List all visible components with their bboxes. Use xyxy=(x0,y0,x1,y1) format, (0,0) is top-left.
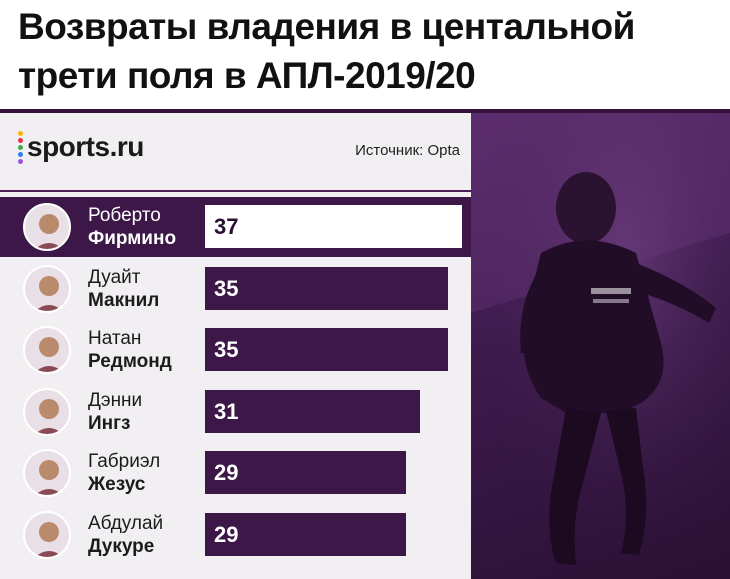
logo-dots-icon xyxy=(18,130,23,164)
player-first-name: Габриэл xyxy=(88,451,161,472)
bar-value-label: 29 xyxy=(214,521,239,547)
logo-dot xyxy=(18,151,23,157)
player-last-name: Жезус xyxy=(88,474,146,495)
player-last-name: Ингз xyxy=(88,412,131,434)
player-last-name: Фирмино xyxy=(88,228,177,249)
title-divider xyxy=(0,109,730,113)
chart-row: Абдулай Дукуре 29 xyxy=(0,505,471,565)
player-first-name: Абдулай xyxy=(88,512,164,534)
player-avatar-icon xyxy=(23,449,71,497)
bar: 31 xyxy=(205,389,421,433)
player-name: Роберто Фирмино xyxy=(88,204,204,250)
player-last-name: Дукуре xyxy=(88,535,155,557)
chart-title: Возвраты владения в центальной трети пол… xyxy=(18,2,718,100)
player-first-name: Дэнни xyxy=(88,389,143,411)
chart-row: Дэнни Ингз 31 xyxy=(0,382,471,442)
logo-dot xyxy=(18,130,23,136)
player-last-name: Редмонд xyxy=(88,351,172,372)
player-last-name: Макнил xyxy=(88,289,160,311)
player-name: Абдулай Дукуре xyxy=(88,512,204,558)
logo-dot xyxy=(18,144,23,150)
logo-text: sports.ru xyxy=(27,131,144,162)
header-separator xyxy=(0,190,471,192)
chart-row: Натан Редмонд 35 xyxy=(0,320,471,380)
player-avatar-icon xyxy=(23,510,71,559)
player-avatar-icon xyxy=(23,326,71,374)
chart-title-line-2: трети поля в АПЛ-2019/20 xyxy=(18,55,476,96)
player-name: Натан Редмонд xyxy=(88,327,204,373)
player-avatar-icon xyxy=(23,264,71,313)
player-avatar-icon xyxy=(23,203,71,251)
bar: 29 xyxy=(205,451,407,494)
player-first-name: Дуайт xyxy=(88,266,141,288)
player-name: Дэнни Ингз xyxy=(88,389,204,435)
player-first-name: Натан xyxy=(88,328,142,349)
logo-dot xyxy=(18,137,23,143)
bar-value-label: 35 xyxy=(214,337,239,362)
chart-row: Дуайт Макнил 35 xyxy=(0,259,471,319)
bar-value-label: 31 xyxy=(214,398,239,424)
bar-value-label: 29 xyxy=(214,460,239,485)
bar: 29 xyxy=(205,512,407,556)
source-label: Источник: Opta xyxy=(355,142,460,159)
bar-value-label: 37 xyxy=(214,214,239,239)
player-first-name: Роберто xyxy=(88,205,161,226)
chart-title-line-1: Возвраты владения в центальной xyxy=(18,6,635,47)
bar: 35 xyxy=(205,266,449,310)
bar: 35 xyxy=(205,328,449,371)
logo-dot xyxy=(18,158,23,164)
sports-ru-logo: sports.ru xyxy=(18,130,144,164)
player-name: Дуайт Макнил xyxy=(88,266,204,312)
chart-row: Габриэл Жезус 29 xyxy=(0,443,471,503)
player-silhouette xyxy=(471,113,730,579)
player-name: Габриэл Жезус xyxy=(88,450,204,496)
player-photo xyxy=(471,113,730,579)
bar: 37 xyxy=(205,205,462,248)
bar-value-label: 35 xyxy=(214,275,239,301)
player-avatar-icon xyxy=(23,387,71,436)
chart-row: Роберто Фирмино 37 xyxy=(0,197,471,257)
